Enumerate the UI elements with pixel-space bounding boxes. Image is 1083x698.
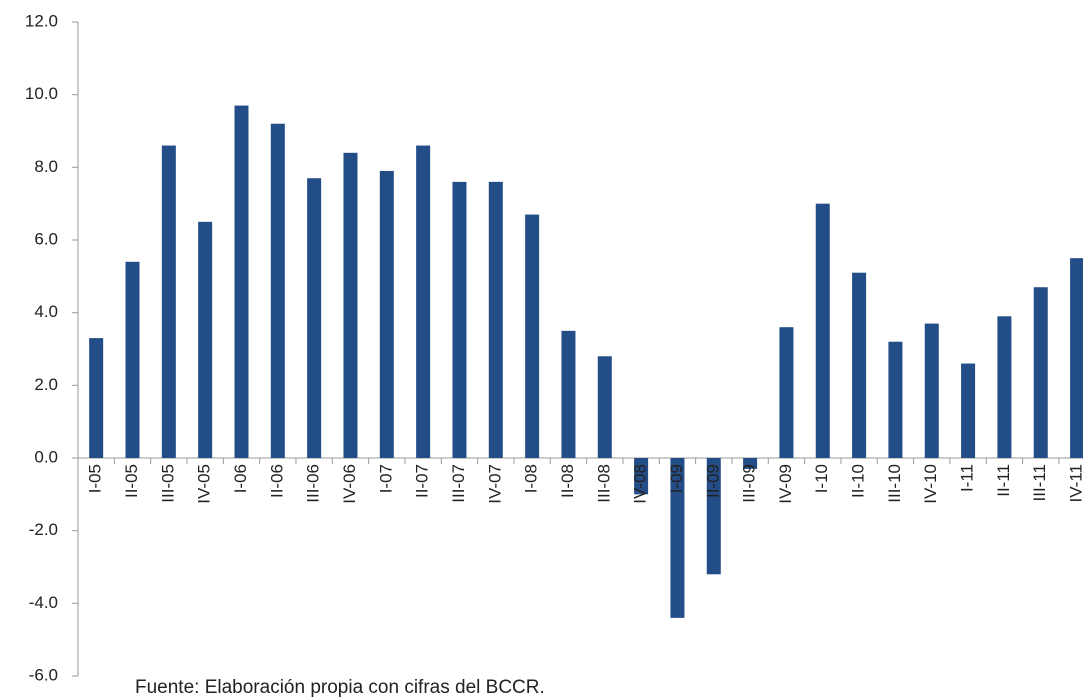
- y-tick-label: 4.0: [34, 302, 58, 321]
- bar: [779, 327, 794, 458]
- bar: [706, 458, 721, 575]
- bar: [161, 145, 176, 459]
- bar: [307, 178, 322, 458]
- bar: [997, 316, 1012, 458]
- bar: [89, 338, 104, 458]
- x-tick-label: IV-06: [340, 464, 359, 504]
- bar: [1033, 287, 1048, 458]
- bar: [488, 181, 503, 458]
- bar: [270, 123, 285, 458]
- bar: [416, 145, 431, 459]
- bar: [343, 152, 358, 459]
- y-tick-label: 10.0: [25, 84, 58, 103]
- x-tick-label: II-11: [994, 464, 1013, 497]
- bar: [561, 330, 576, 458]
- y-tick-label: 8.0: [34, 157, 58, 176]
- y-tick-label: -2.0: [29, 520, 58, 539]
- x-tick-label: III-11: [1030, 464, 1049, 501]
- x-tick-label: II-07: [413, 464, 432, 498]
- bar: [198, 221, 213, 458]
- source-note: Fuente: Elaboración propia con cifras de…: [135, 677, 545, 698]
- x-tick-label: I-09: [667, 464, 686, 493]
- x-tick-label: III-06: [304, 464, 323, 503]
- y-tick-label: 0.0: [34, 447, 58, 466]
- x-tick-label: IV-10: [921, 464, 940, 504]
- x-tick-label: I-07: [376, 464, 395, 493]
- bar: [743, 458, 758, 469]
- bar: [815, 203, 830, 458]
- bar: [1070, 258, 1083, 458]
- bar: [452, 181, 467, 458]
- bar: [924, 323, 939, 458]
- x-tick-label: II-10: [849, 464, 868, 498]
- x-tick-label: II-08: [558, 464, 577, 498]
- x-tick-label: II-09: [703, 464, 722, 498]
- x-tick-label: I-11: [958, 464, 977, 492]
- x-tick-label: II-05: [122, 464, 141, 498]
- x-tick-label: III-08: [594, 464, 613, 503]
- y-tick-label: 6.0: [34, 229, 58, 248]
- bar: [634, 458, 649, 495]
- bar: [670, 458, 685, 618]
- bar: [888, 341, 903, 458]
- y-tick-label: -4.0: [29, 593, 58, 612]
- x-tick-label: I-06: [231, 464, 250, 493]
- x-tick-label: III-09: [740, 464, 759, 503]
- x-tick-label: I-10: [812, 464, 831, 493]
- bar: [597, 356, 612, 458]
- x-tick-label: I-05: [86, 464, 105, 493]
- x-tick-label: III-05: [158, 464, 177, 503]
- x-tick-label: III-07: [449, 464, 468, 503]
- x-tick-label: IV-08: [631, 464, 650, 504]
- bar: [852, 272, 867, 458]
- x-tick-label: IV-05: [195, 464, 214, 504]
- x-tick-label: IV-09: [776, 464, 795, 504]
- bar: [125, 261, 140, 458]
- x-tick-label: II-06: [267, 464, 286, 498]
- y-tick-label: -6.0: [29, 665, 58, 684]
- x-tick-label: I-08: [522, 464, 541, 493]
- x-tick-label: IV-07: [485, 464, 504, 504]
- x-tick-label: III-10: [885, 464, 904, 503]
- y-tick-label: 2.0: [34, 375, 58, 394]
- bar: [379, 170, 394, 458]
- y-tick-label: 12.0: [25, 11, 58, 30]
- bar: [234, 105, 249, 459]
- x-tick-label: IV-11: [1067, 464, 1083, 502]
- bar: [525, 214, 540, 458]
- bar: [961, 363, 976, 458]
